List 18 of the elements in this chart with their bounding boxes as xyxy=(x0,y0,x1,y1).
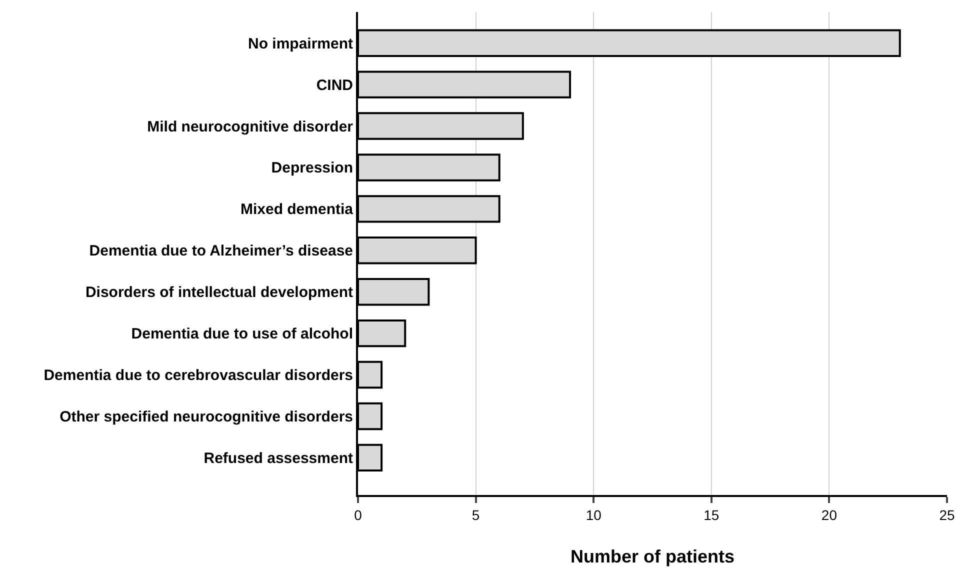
y-tick-label: Dementia due to use of alcohol xyxy=(131,326,353,343)
y-tick-label: Dementia due to Alzheimer’s disease xyxy=(89,242,353,260)
y-tick-label: Depression xyxy=(271,160,353,177)
x-tick-label: 10 xyxy=(586,506,602,523)
y-tick-label: Disorders of intellectual development xyxy=(85,284,354,302)
x-tick-label: 15 xyxy=(704,506,720,523)
x-tick-label: 5 xyxy=(472,506,480,523)
y-tick-label: Mild neurocognitive disorder xyxy=(147,118,354,136)
x-tick-label: 0 xyxy=(354,506,362,523)
y-tick-label: No impairment xyxy=(248,35,354,52)
y-tick-label: CIND xyxy=(316,76,354,94)
x-tick-label: 25 xyxy=(939,506,955,523)
y-tick-label: Mixed dementia xyxy=(240,201,354,218)
y-tick-label: Dementia due to cerebrovascular disorders xyxy=(44,367,353,384)
x-axis-title: Number of patients xyxy=(570,546,735,566)
x-tick-label: 20 xyxy=(821,506,838,523)
y-tick-label: Refused assessment xyxy=(204,450,353,467)
y-tick-label: Other specified neurocognitive disorders xyxy=(60,408,353,426)
